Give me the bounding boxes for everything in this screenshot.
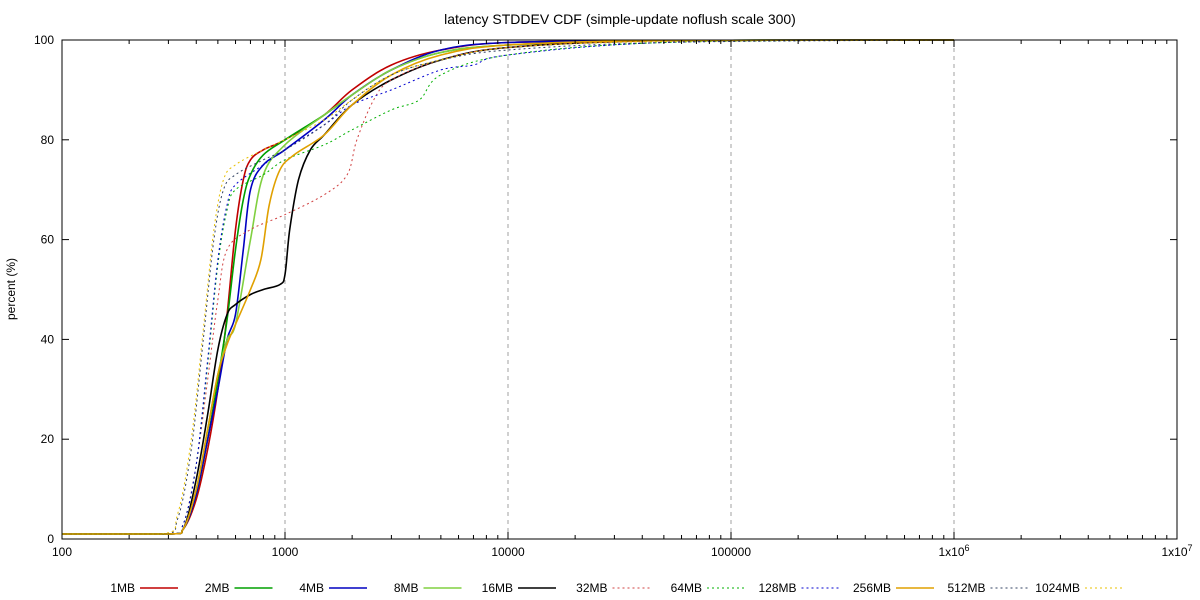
- y-tick-label: 0: [47, 532, 54, 546]
- series-line-1024mb: [61, 39, 955, 535]
- legend-label-16mb: 16MB: [482, 581, 513, 595]
- y-tick-label: 80: [41, 133, 55, 147]
- legend-label-512mb: 512MB: [947, 581, 985, 595]
- x-tick-label: 1000: [272, 545, 299, 559]
- legend-label-2mb: 2MB: [205, 581, 230, 595]
- y-tick-label: 100: [34, 33, 54, 47]
- legend-label-4mb: 4MB: [299, 581, 324, 595]
- legend-label-1mb: 1MB: [110, 581, 135, 595]
- chart-title: latency STDDEV CDF (simple-update noflus…: [444, 11, 796, 27]
- legend-label-256mb: 256MB: [853, 581, 891, 595]
- legend-label-8mb: 8MB: [394, 581, 419, 595]
- grid-lines: [284, 40, 955, 539]
- legend: 1MB 2MB 4MB 8MB 16MB 32MB 64MB 128MB 256MB 512MB 1…: [110, 581, 1123, 595]
- x-tick-label: 1x107: [1161, 543, 1192, 559]
- series-line-512mb: [61, 39, 955, 535]
- legend-label-64mb: 64MB: [671, 581, 702, 595]
- y-tick-label: 20: [41, 432, 55, 446]
- y-tick-label: 60: [41, 233, 55, 247]
- x-tick-label: 100000: [711, 545, 751, 559]
- x-tick-label: 10000: [491, 545, 525, 559]
- series-line-4mb: [61, 39, 955, 535]
- series-line-64mb: [61, 39, 955, 535]
- legend-label-1024mb: 1024MB: [1035, 581, 1080, 595]
- series-lines: [61, 39, 955, 535]
- legend-label-32mb: 32MB: [576, 581, 607, 595]
- y-tick-label: 40: [41, 332, 55, 346]
- x-tick-label: 1x106: [938, 543, 969, 559]
- y-axis-label: percent (%): [4, 258, 18, 320]
- plot-frame: [61, 39, 1178, 540]
- x-tick-label: 100: [52, 545, 72, 559]
- legend-label-128mb: 128MB: [758, 581, 796, 595]
- axis-ticks: 100 1000 10000 100000 1x106 1x107 0 20 40 60 80 100: [34, 33, 1193, 559]
- series-line-16mb: [61, 39, 955, 535]
